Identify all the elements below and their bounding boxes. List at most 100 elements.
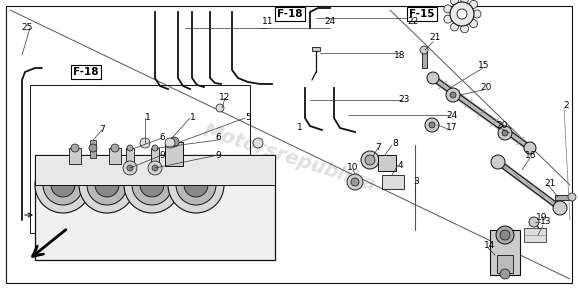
Circle shape <box>461 25 469 33</box>
Circle shape <box>444 15 452 23</box>
Text: 24: 24 <box>446 110 458 119</box>
Circle shape <box>524 142 536 154</box>
Text: 22: 22 <box>407 18 418 27</box>
Text: 1: 1 <box>145 114 151 123</box>
Bar <box>497 255 513 273</box>
Circle shape <box>450 0 458 5</box>
Text: 13: 13 <box>540 218 552 227</box>
Text: 1: 1 <box>190 114 196 123</box>
Text: 19: 19 <box>536 214 548 223</box>
Circle shape <box>529 217 539 227</box>
Circle shape <box>79 157 135 213</box>
Text: 9: 9 <box>215 151 221 160</box>
Text: 17: 17 <box>446 123 458 132</box>
Circle shape <box>176 165 216 205</box>
Text: 6: 6 <box>159 134 165 142</box>
Text: Motorsrepublika: Motorsrepublika <box>201 121 379 195</box>
Circle shape <box>71 144 79 152</box>
Circle shape <box>165 138 175 148</box>
Circle shape <box>444 5 452 13</box>
Circle shape <box>568 193 576 201</box>
Circle shape <box>168 157 224 213</box>
Circle shape <box>148 161 162 175</box>
Text: 12: 12 <box>219 94 231 103</box>
Circle shape <box>140 173 164 197</box>
Circle shape <box>184 173 208 197</box>
Circle shape <box>461 0 469 3</box>
Circle shape <box>429 122 435 128</box>
Text: 7: 7 <box>375 144 381 153</box>
Bar <box>126 148 134 168</box>
Text: 5: 5 <box>245 114 251 123</box>
Circle shape <box>216 104 224 112</box>
Circle shape <box>132 165 172 205</box>
Circle shape <box>498 126 512 140</box>
Bar <box>490 230 520 275</box>
Bar <box>382 175 404 189</box>
Circle shape <box>469 20 477 28</box>
Circle shape <box>127 145 133 151</box>
Text: 8: 8 <box>392 138 398 147</box>
Text: F-15: F-15 <box>409 9 435 19</box>
Text: 14: 14 <box>484 240 496 249</box>
Bar <box>69 148 81 164</box>
Text: 7: 7 <box>99 125 105 134</box>
Text: 10: 10 <box>347 164 359 173</box>
Circle shape <box>420 46 428 54</box>
Bar <box>30 85 250 233</box>
Circle shape <box>450 92 456 98</box>
Circle shape <box>89 144 97 152</box>
Circle shape <box>496 226 514 244</box>
Text: 18: 18 <box>394 51 406 60</box>
Text: 2: 2 <box>563 101 569 110</box>
Bar <box>90 140 96 158</box>
Circle shape <box>169 137 179 147</box>
Text: 15: 15 <box>478 60 490 69</box>
Bar <box>378 155 396 171</box>
Circle shape <box>425 118 439 132</box>
Text: 11: 11 <box>262 18 274 27</box>
Circle shape <box>111 144 119 152</box>
Circle shape <box>127 165 133 171</box>
Circle shape <box>124 157 180 213</box>
Circle shape <box>502 130 508 136</box>
Text: 24: 24 <box>324 18 336 27</box>
Bar <box>524 228 546 242</box>
Text: 25: 25 <box>21 23 33 32</box>
Bar <box>109 148 121 164</box>
Circle shape <box>491 155 505 169</box>
Circle shape <box>87 165 127 205</box>
Circle shape <box>469 0 477 8</box>
Bar <box>151 148 159 168</box>
Circle shape <box>450 2 474 26</box>
Text: 23: 23 <box>398 95 410 105</box>
Text: 16: 16 <box>525 151 537 160</box>
Circle shape <box>140 138 150 148</box>
Circle shape <box>457 9 467 19</box>
Circle shape <box>347 174 363 190</box>
Circle shape <box>351 178 359 186</box>
Bar <box>35 155 275 185</box>
Circle shape <box>500 230 510 240</box>
Circle shape <box>361 151 379 169</box>
Circle shape <box>446 88 460 102</box>
Bar <box>312 47 320 51</box>
Circle shape <box>35 157 91 213</box>
Circle shape <box>253 138 263 148</box>
Circle shape <box>95 173 119 197</box>
Text: F-18: F-18 <box>73 67 99 77</box>
Bar <box>35 155 275 260</box>
Text: F-18: F-18 <box>277 9 303 19</box>
Circle shape <box>152 145 158 151</box>
Text: 21: 21 <box>544 179 555 188</box>
Circle shape <box>427 72 439 84</box>
Circle shape <box>123 161 137 175</box>
Circle shape <box>553 201 567 215</box>
Circle shape <box>473 10 481 18</box>
Circle shape <box>365 155 375 165</box>
Text: 9: 9 <box>159 151 165 160</box>
Text: 1: 1 <box>297 123 303 132</box>
Circle shape <box>43 165 83 205</box>
Bar <box>165 142 183 166</box>
Text: 21: 21 <box>429 34 440 42</box>
